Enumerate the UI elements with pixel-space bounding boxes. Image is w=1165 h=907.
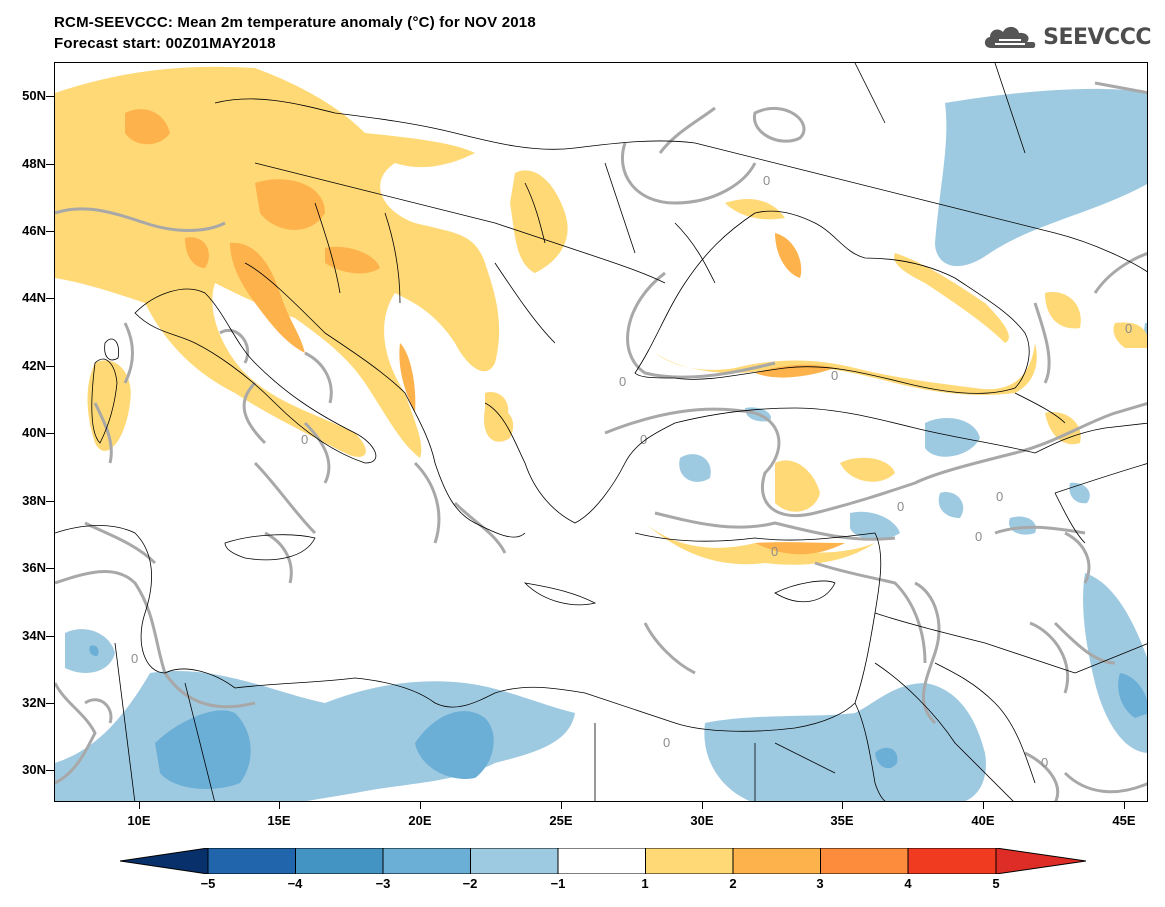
- seevccc-logo: SEEVCCC: [981, 22, 1151, 52]
- lon-tick: [1124, 802, 1125, 809]
- lat-tick: [46, 298, 54, 299]
- lon-label: 40E: [971, 813, 995, 828]
- colorbar-segment: [907, 848, 997, 874]
- lon-tick: [420, 802, 421, 809]
- colorbar-label: −4: [287, 876, 303, 891]
- colorbar-label: −3: [375, 876, 391, 891]
- lat-tick: [46, 568, 54, 569]
- lon-label: 20E: [408, 813, 432, 828]
- lat-tick: [46, 366, 54, 367]
- contour-labels: 0 0 0 0 0 0 0 0 0 0 0 0 0: [131, 173, 1132, 770]
- colorbar: [120, 848, 1086, 874]
- lat-label: 42N: [22, 358, 46, 373]
- colorbar-label: 2: [729, 876, 737, 891]
- colorbar-segment: [120, 848, 209, 874]
- contour-label: 0: [831, 368, 838, 383]
- lat-label: 46N: [22, 223, 46, 238]
- coastlines-and-borders: [55, 63, 1147, 801]
- lat-label: 40N: [22, 425, 46, 440]
- map-area: 0 0 0 0 0 0 0 0 0 0 0 0 0: [54, 62, 1148, 802]
- colorbar-segment: [557, 848, 646, 874]
- colorbar-segment: [207, 848, 296, 874]
- lon-tick: [561, 802, 562, 809]
- lon-tick: [702, 802, 703, 809]
- logo-text: SEEVCCC: [1043, 24, 1151, 50]
- lat-tick: [46, 703, 54, 704]
- colorbar-label: 3: [816, 876, 824, 891]
- contour-label: 0: [996, 489, 1003, 504]
- contour-label: 0: [897, 499, 904, 514]
- lon-label: 30E: [690, 813, 714, 828]
- contour-label: 0: [619, 374, 626, 389]
- contour-label: 0: [763, 173, 770, 188]
- lat-tick: [46, 636, 54, 637]
- forecast-start-label: Forecast start: 00Z01MAY2018: [54, 35, 276, 52]
- lat-label: 48N: [22, 156, 46, 171]
- colorbar-segment: [995, 848, 1086, 874]
- positive-anomaly-areas: [55, 66, 1147, 565]
- contour-label: 0: [771, 544, 778, 559]
- lat-label: 30N: [22, 762, 46, 777]
- stronger-negative-areas: [89, 645, 1147, 789]
- lon-label: 45E: [1112, 813, 1136, 828]
- colorbar-label: 4: [904, 876, 912, 891]
- colorbar-label: 1: [641, 876, 649, 891]
- lat-tick: [46, 231, 54, 232]
- lat-label: 32N: [22, 695, 46, 710]
- lon-label: 35E: [830, 813, 854, 828]
- lon-label: 25E: [549, 813, 573, 828]
- strong-positive-areas: [125, 109, 845, 555]
- lat-label: 38N: [22, 493, 46, 508]
- lat-tick: [46, 164, 54, 165]
- cloud-icon: [984, 26, 1036, 48]
- lat-tick: [46, 770, 54, 771]
- lon-tick: [983, 802, 984, 809]
- colorbar-label: −1: [550, 876, 566, 891]
- colorbar-label: −5: [200, 876, 216, 891]
- contour-label: 0: [975, 529, 982, 544]
- colorbar-segment: [295, 848, 384, 874]
- lon-label: 10E: [127, 813, 151, 828]
- lat-label: 34N: [22, 628, 46, 643]
- map-title: RCM-SEEVCCC: Mean 2m temperature anomaly…: [54, 14, 536, 31]
- zero-contours: [55, 81, 1147, 801]
- lat-label: 36N: [22, 560, 46, 575]
- anomaly-map: 0 0 0 0 0 0 0 0 0 0 0 0 0: [55, 63, 1147, 801]
- colorbar-label: 5: [992, 876, 1000, 891]
- contour-label: 0: [1125, 321, 1132, 336]
- colorbar-segment: [820, 848, 909, 874]
- contour-label: 0: [1041, 755, 1048, 770]
- lon-tick: [842, 802, 843, 809]
- lat-tick: [46, 501, 54, 502]
- lon-tick: [139, 802, 140, 809]
- contour-label: 0: [663, 735, 670, 750]
- lat-tick: [46, 433, 54, 434]
- lat-label: 44N: [22, 290, 46, 305]
- contour-label: 0: [131, 651, 138, 666]
- lon-label: 15E: [267, 813, 291, 828]
- lat-tick: [46, 96, 54, 97]
- colorbar-segment: [645, 848, 734, 874]
- contour-label: 0: [640, 432, 647, 447]
- contour-label: 0: [301, 432, 308, 447]
- colorbar-segment: [382, 848, 471, 874]
- colorbar-label: −2: [462, 876, 478, 891]
- colorbar-segment: [470, 848, 559, 874]
- lat-label: 50N: [22, 88, 46, 103]
- lon-tick: [279, 802, 280, 809]
- colorbar-segment: [732, 848, 821, 874]
